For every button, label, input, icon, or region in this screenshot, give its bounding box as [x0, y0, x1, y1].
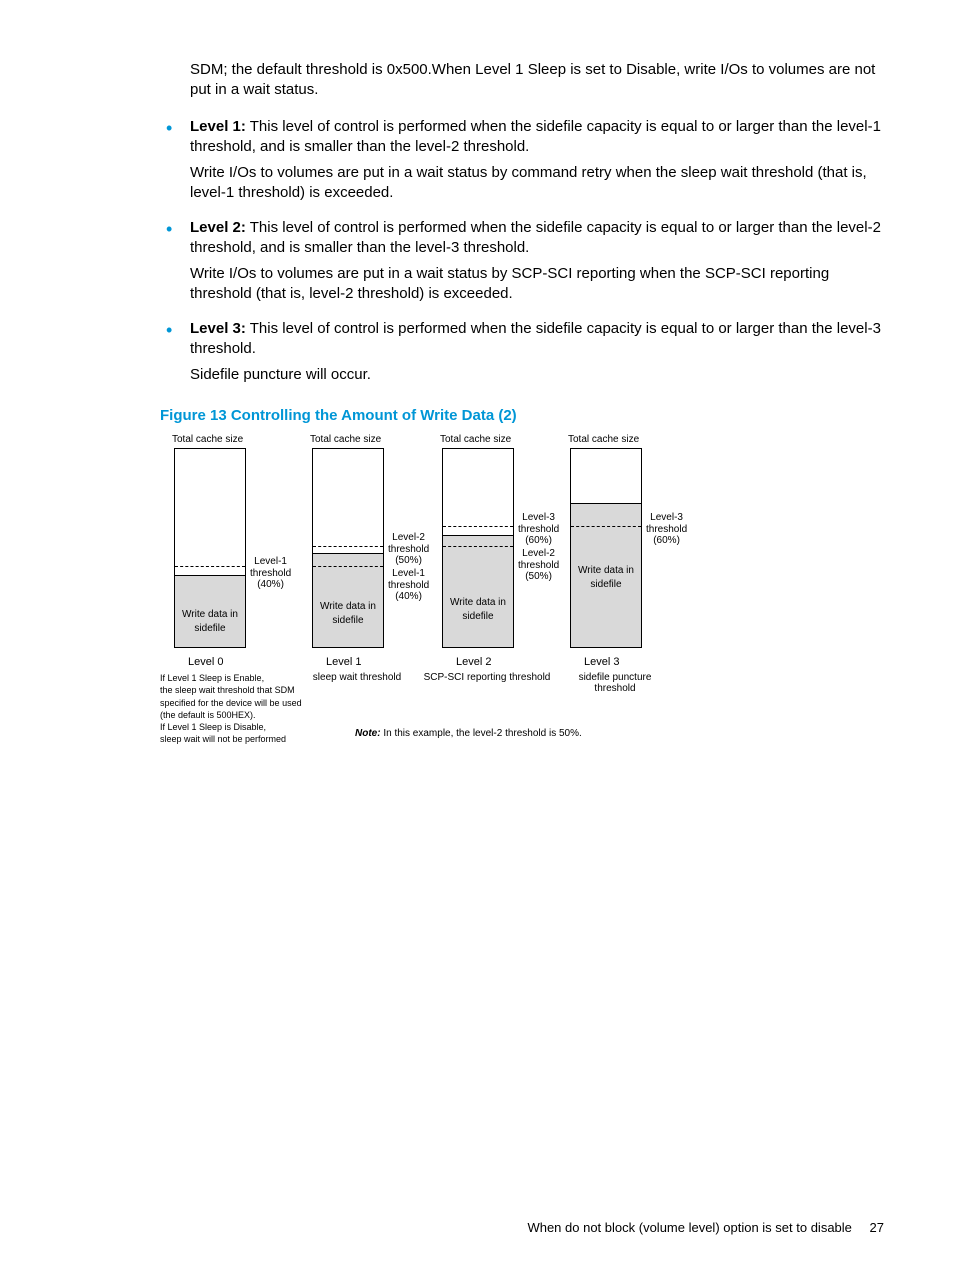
- level-2-text: This level of control is performed when …: [190, 219, 881, 256]
- level-0-note: If Level 1 Sleep is Enable,the sleep wai…: [160, 672, 340, 745]
- write-data-label: sidefile: [175, 623, 245, 634]
- threshold-label: Level-1threshold(40%): [250, 556, 291, 591]
- level-sub-label: SCP-SCI reporting threshold: [422, 672, 552, 683]
- level-2-sub: Write I/Os to volumes are put in a wait …: [190, 264, 884, 305]
- level-item-1: Level 1: This level of control is perfor…: [160, 117, 884, 204]
- level-list: Level 1: This level of control is perfor…: [160, 117, 884, 386]
- write-data-label: Write data in: [571, 565, 641, 576]
- level-label: Level 2: [456, 656, 491, 668]
- footer-text: When do not block (volume level) option …: [527, 1220, 851, 1235]
- level-sub-label: sidefile puncturethreshold: [550, 672, 680, 694]
- threshold-label: Level-1threshold(40%): [388, 568, 429, 603]
- write-data-label: Write data in: [443, 597, 513, 608]
- total-cache-size-label: Total cache size: [172, 434, 243, 445]
- level-3-sub: Sidefile puncture will occur.: [190, 365, 884, 385]
- level-3-text: This level of control is performed when …: [190, 320, 881, 357]
- threshold-line: [571, 526, 641, 527]
- total-cache-size-label: Total cache size: [440, 434, 511, 445]
- level-1-text: This level of control is performed when …: [190, 118, 881, 155]
- threshold-label: Level-3threshold(60%): [646, 512, 687, 547]
- level-1-label: Level 1:: [190, 118, 246, 135]
- level-label: Level 3: [584, 656, 619, 668]
- threshold-line: [443, 526, 513, 527]
- total-cache-size-label: Total cache size: [568, 434, 639, 445]
- cache-bar: Write data in sidefile: [312, 448, 384, 648]
- level-item-3: Level 3: This level of control is perfor…: [160, 319, 884, 386]
- write-data-label: Write data in: [175, 609, 245, 620]
- write-data-label: sidefile: [313, 615, 383, 626]
- threshold-label: Level-3threshold(60%): [518, 512, 559, 547]
- threshold-line: [313, 546, 383, 547]
- figure-caption: Figure 13 Controlling the Amount of Writ…: [160, 407, 884, 424]
- threshold-line: [443, 546, 513, 547]
- write-data-label: sidefile: [443, 611, 513, 622]
- figure-note: Note: In this example, the level-2 thres…: [355, 728, 582, 739]
- page-number: 27: [870, 1220, 884, 1235]
- page: SDM; the default threshold is 0x500.When…: [0, 0, 954, 804]
- cache-bar: Write data in sidefile: [570, 448, 642, 648]
- intro-paragraph: SDM; the default threshold is 0x500.When…: [190, 60, 884, 101]
- write-data-label: Write data in: [313, 601, 383, 612]
- threshold-label: Level-2threshold(50%): [518, 548, 559, 583]
- level-1-sub: Write I/Os to volumes are put in a wait …: [190, 163, 884, 204]
- threshold-label: Level-2threshold(50%): [388, 532, 429, 567]
- cache-bar: Write data in sidefile: [442, 448, 514, 648]
- cache-bar: Write data in sidefile: [174, 448, 246, 648]
- write-data-fill: [443, 535, 513, 647]
- threshold-line: [313, 566, 383, 567]
- page-footer: When do not block (volume level) option …: [527, 1220, 884, 1235]
- level-2-label: Level 2:: [190, 219, 246, 236]
- level-label: Level 0: [188, 656, 223, 668]
- level-3-label: Level 3:: [190, 320, 246, 337]
- level-label: Level 1: [326, 656, 361, 668]
- write-data-label: sidefile: [571, 579, 641, 590]
- level-item-2: Level 2: This level of control is perfor…: [160, 218, 884, 305]
- threshold-line: [175, 566, 245, 567]
- total-cache-size-label: Total cache size: [310, 434, 381, 445]
- write-data-fill: [313, 553, 383, 647]
- figure-diagram: Total cache size Write data in sidefile Lev…: [160, 434, 720, 764]
